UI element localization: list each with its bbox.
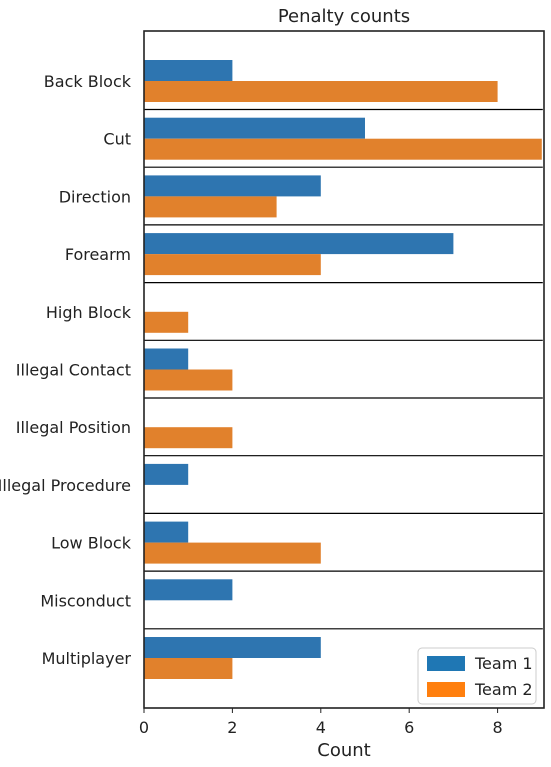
- bar-team-1-misconduct: [144, 579, 232, 600]
- bar-team-2-multiplayer: [144, 658, 232, 679]
- bar-team-1-multiplayer: [144, 637, 321, 658]
- x-axis-label: Count: [317, 740, 370, 761]
- category-label-back-block: Back Block: [44, 72, 132, 91]
- x-tick-label: 2: [227, 718, 237, 737]
- bar-team-2-back-block: [144, 81, 498, 102]
- bar-team-1-direction: [144, 175, 321, 196]
- bar-team-1-low-block: [144, 522, 188, 543]
- bar-team-2-illegal-contact: [144, 370, 232, 391]
- category-label-high-block: High Block: [46, 303, 132, 322]
- category-label-low-block: Low Block: [51, 534, 132, 553]
- category-label-illegal-position: Illegal Position: [16, 418, 131, 437]
- x-axis-ticks: 0 2 4 6 8: [139, 708, 503, 737]
- bar-team-2-cut: [144, 139, 542, 160]
- legend: Team 1 Team 2: [418, 648, 536, 704]
- bar-team-1-cut: [144, 118, 365, 139]
- legend-swatch-team-1: [427, 656, 465, 671]
- category-labels: Back Block Cut Direction Forearm High Block I…: [0, 72, 132, 668]
- x-tick-label: 0: [139, 718, 149, 737]
- bar-team-1-forearm: [144, 233, 453, 254]
- chart-title: Penalty counts: [278, 6, 410, 27]
- bar-team-2-forearm: [144, 254, 321, 275]
- bar-team-2-direction: [144, 196, 277, 217]
- x-tick-label: 4: [316, 718, 326, 737]
- bar-team-2-high-block: [144, 312, 188, 333]
- category-label-multiplayer: Multiplayer: [42, 649, 132, 668]
- bar-team-2-illegal-position: [144, 427, 232, 448]
- bar-team-1-illegal-contact: [144, 349, 188, 370]
- x-tick-label: 6: [404, 718, 414, 737]
- category-label-illegal-contact: Illegal Contact: [16, 361, 131, 380]
- category-label-misconduct: Misconduct: [40, 591, 131, 610]
- bar-team-2-low-block: [144, 543, 321, 564]
- category-label-cut: Cut: [103, 130, 131, 149]
- x-tick-label: 8: [492, 718, 502, 737]
- category-label-illegal-procedure: Illegal Procedure: [0, 476, 131, 495]
- bars-layer: [144, 60, 542, 679]
- legend-label-team-1: Team 1: [474, 654, 533, 673]
- bar-team-1-illegal-procedure: [144, 464, 188, 485]
- legend-label-team-2: Team 2: [474, 680, 533, 699]
- category-label-forearm: Forearm: [65, 245, 131, 264]
- category-label-direction: Direction: [59, 187, 131, 206]
- bar-team-1-back-block: [144, 60, 232, 81]
- legend-swatch-team-2: [427, 682, 465, 697]
